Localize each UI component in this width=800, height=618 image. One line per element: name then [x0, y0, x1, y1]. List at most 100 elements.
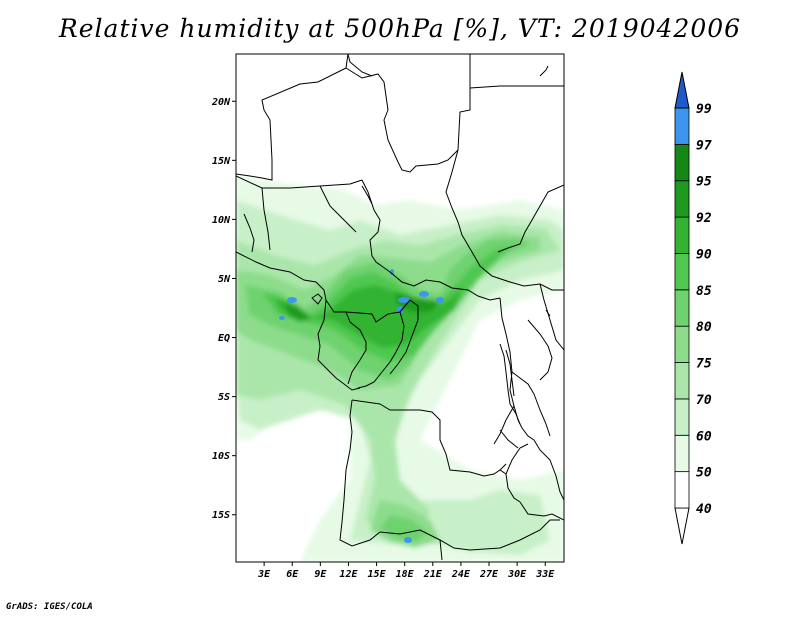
- humidity-field: [236, 54, 564, 562]
- colorbar-label: 50: [696, 466, 712, 481]
- border-line: [339, 399, 560, 551]
- y-tick-label: 20N: [211, 97, 231, 108]
- colorbar-label: 40: [696, 502, 712, 517]
- border-line: [517, 419, 564, 501]
- border-line: [243, 213, 255, 253]
- border-line: [261, 187, 271, 251]
- colorbar-segment: [674, 180, 690, 218]
- country-borders: [236, 54, 564, 561]
- colorbar-label: 99: [696, 102, 712, 117]
- lake-outline: [505, 349, 515, 397]
- colorbar-lower-arrow: [674, 507, 690, 545]
- humidity-zone-95: [279, 269, 444, 543]
- map-title: Relative humidity at 500hPa [%], VT: 201…: [58, 14, 742, 43]
- y-tick-label: 15S: [212, 510, 230, 521]
- border-line: [539, 283, 564, 351]
- y-tick-label: 5S: [218, 392, 230, 403]
- border-line: [389, 299, 419, 375]
- border-line: [519, 501, 564, 521]
- lake-outline: [545, 309, 551, 317]
- x-tick-label: 33E: [535, 569, 555, 580]
- border-line: [511, 371, 535, 395]
- colorbar-label: 75: [696, 357, 712, 372]
- border-line: [236, 175, 363, 189]
- humidity-zone-90-a: [285, 302, 312, 322]
- x-tick-label: 6E: [286, 569, 299, 580]
- y-tick-label: 15N: [212, 156, 231, 167]
- x-tick-label: 27E: [479, 569, 499, 580]
- colorbar-segment: [674, 471, 690, 509]
- colorbar-legend: 40 50 60 70 75 80 85 90 92 95 97 99: [674, 71, 712, 545]
- border-line: [497, 184, 564, 253]
- x-tick-label: 9E: [314, 569, 327, 580]
- colorbar-label: 60: [696, 429, 712, 444]
- border-line: [439, 539, 443, 561]
- latitude-axis: 20N 15N 10N 5N EQ 5S 10S 15S: [211, 97, 236, 521]
- humidity-cell: [436, 297, 444, 303]
- humidity-cell: [419, 291, 429, 297]
- y-tick-label: 10N: [212, 215, 231, 226]
- x-tick-label: 15E: [368, 569, 387, 580]
- colorbar-segment: [674, 143, 690, 182]
- x-tick-label: 3E: [257, 569, 271, 580]
- x-tick-label: 21E: [423, 569, 443, 580]
- border-line: [505, 443, 529, 475]
- x-tick-label: 24E: [451, 569, 471, 580]
- border-line: [345, 311, 367, 385]
- humidity-cell: [398, 297, 410, 303]
- colorbar-label: 70: [696, 393, 712, 408]
- lake-outline: [361, 185, 373, 205]
- border-line: [317, 299, 361, 391]
- colorbar-segment: [674, 107, 690, 145]
- colorbar-segment: [674, 289, 690, 327]
- lake-outline: [499, 429, 519, 449]
- colorbar-segment: [674, 398, 690, 436]
- border-line: [357, 311, 405, 389]
- border-line: [351, 399, 521, 503]
- colorbar-segment: [674, 216, 690, 254]
- colorbar-label: 85: [696, 284, 712, 299]
- lake-outline: [311, 293, 323, 305]
- border-line: [493, 405, 515, 445]
- colorbar-label: 95: [696, 175, 712, 190]
- colorbar-segment: [674, 325, 690, 363]
- map-area: [235, 53, 565, 563]
- humidity-zone-75-south: [380, 515, 428, 542]
- colorbar-segment: [674, 253, 690, 291]
- colorbar-label: 90: [696, 247, 712, 262]
- colorbar-label: 80: [696, 320, 712, 335]
- lakes: [311, 65, 551, 471]
- border-line: [469, 85, 564, 89]
- y-tick-label: 5N: [218, 274, 231, 285]
- lake-outline: [499, 463, 507, 471]
- humidity-zone-90-b: [395, 292, 440, 312]
- lake-outline: [499, 343, 521, 425]
- border-line: [347, 54, 373, 77]
- x-tick-label: 12E: [339, 569, 358, 580]
- longitude-axis: 3E 6E 9E 12E 15E 18E 21E 24E 27E 30E 33E: [257, 562, 555, 580]
- humidity-cell: [287, 297, 297, 303]
- y-tick-label: 10S: [212, 451, 230, 462]
- lake-outline: [539, 65, 549, 77]
- border-line: [499, 297, 519, 421]
- border-line: [533, 393, 551, 437]
- grads-credit: GrADS: IGES/COLA: [6, 602, 93, 612]
- x-tick-label: 18E: [396, 569, 415, 580]
- colorbar-segment: [674, 434, 690, 473]
- colorbar-segment: [674, 362, 690, 400]
- colorbar-label: 92: [696, 211, 712, 226]
- border-line: [236, 54, 349, 181]
- humidity-shading: [236, 176, 564, 562]
- y-tick-label: EQ: [218, 333, 230, 344]
- humidity-cell: [279, 316, 285, 320]
- humidity-cell: [404, 537, 412, 543]
- border-line: [527, 319, 553, 381]
- colorbar-label: 97: [696, 138, 712, 153]
- border-line: [236, 251, 411, 323]
- colorbar-upper-arrow: [674, 71, 690, 109]
- border-line: [319, 185, 357, 233]
- border-line: [445, 149, 564, 291]
- x-tick-label: 30E: [507, 569, 527, 580]
- border-line: [361, 179, 501, 301]
